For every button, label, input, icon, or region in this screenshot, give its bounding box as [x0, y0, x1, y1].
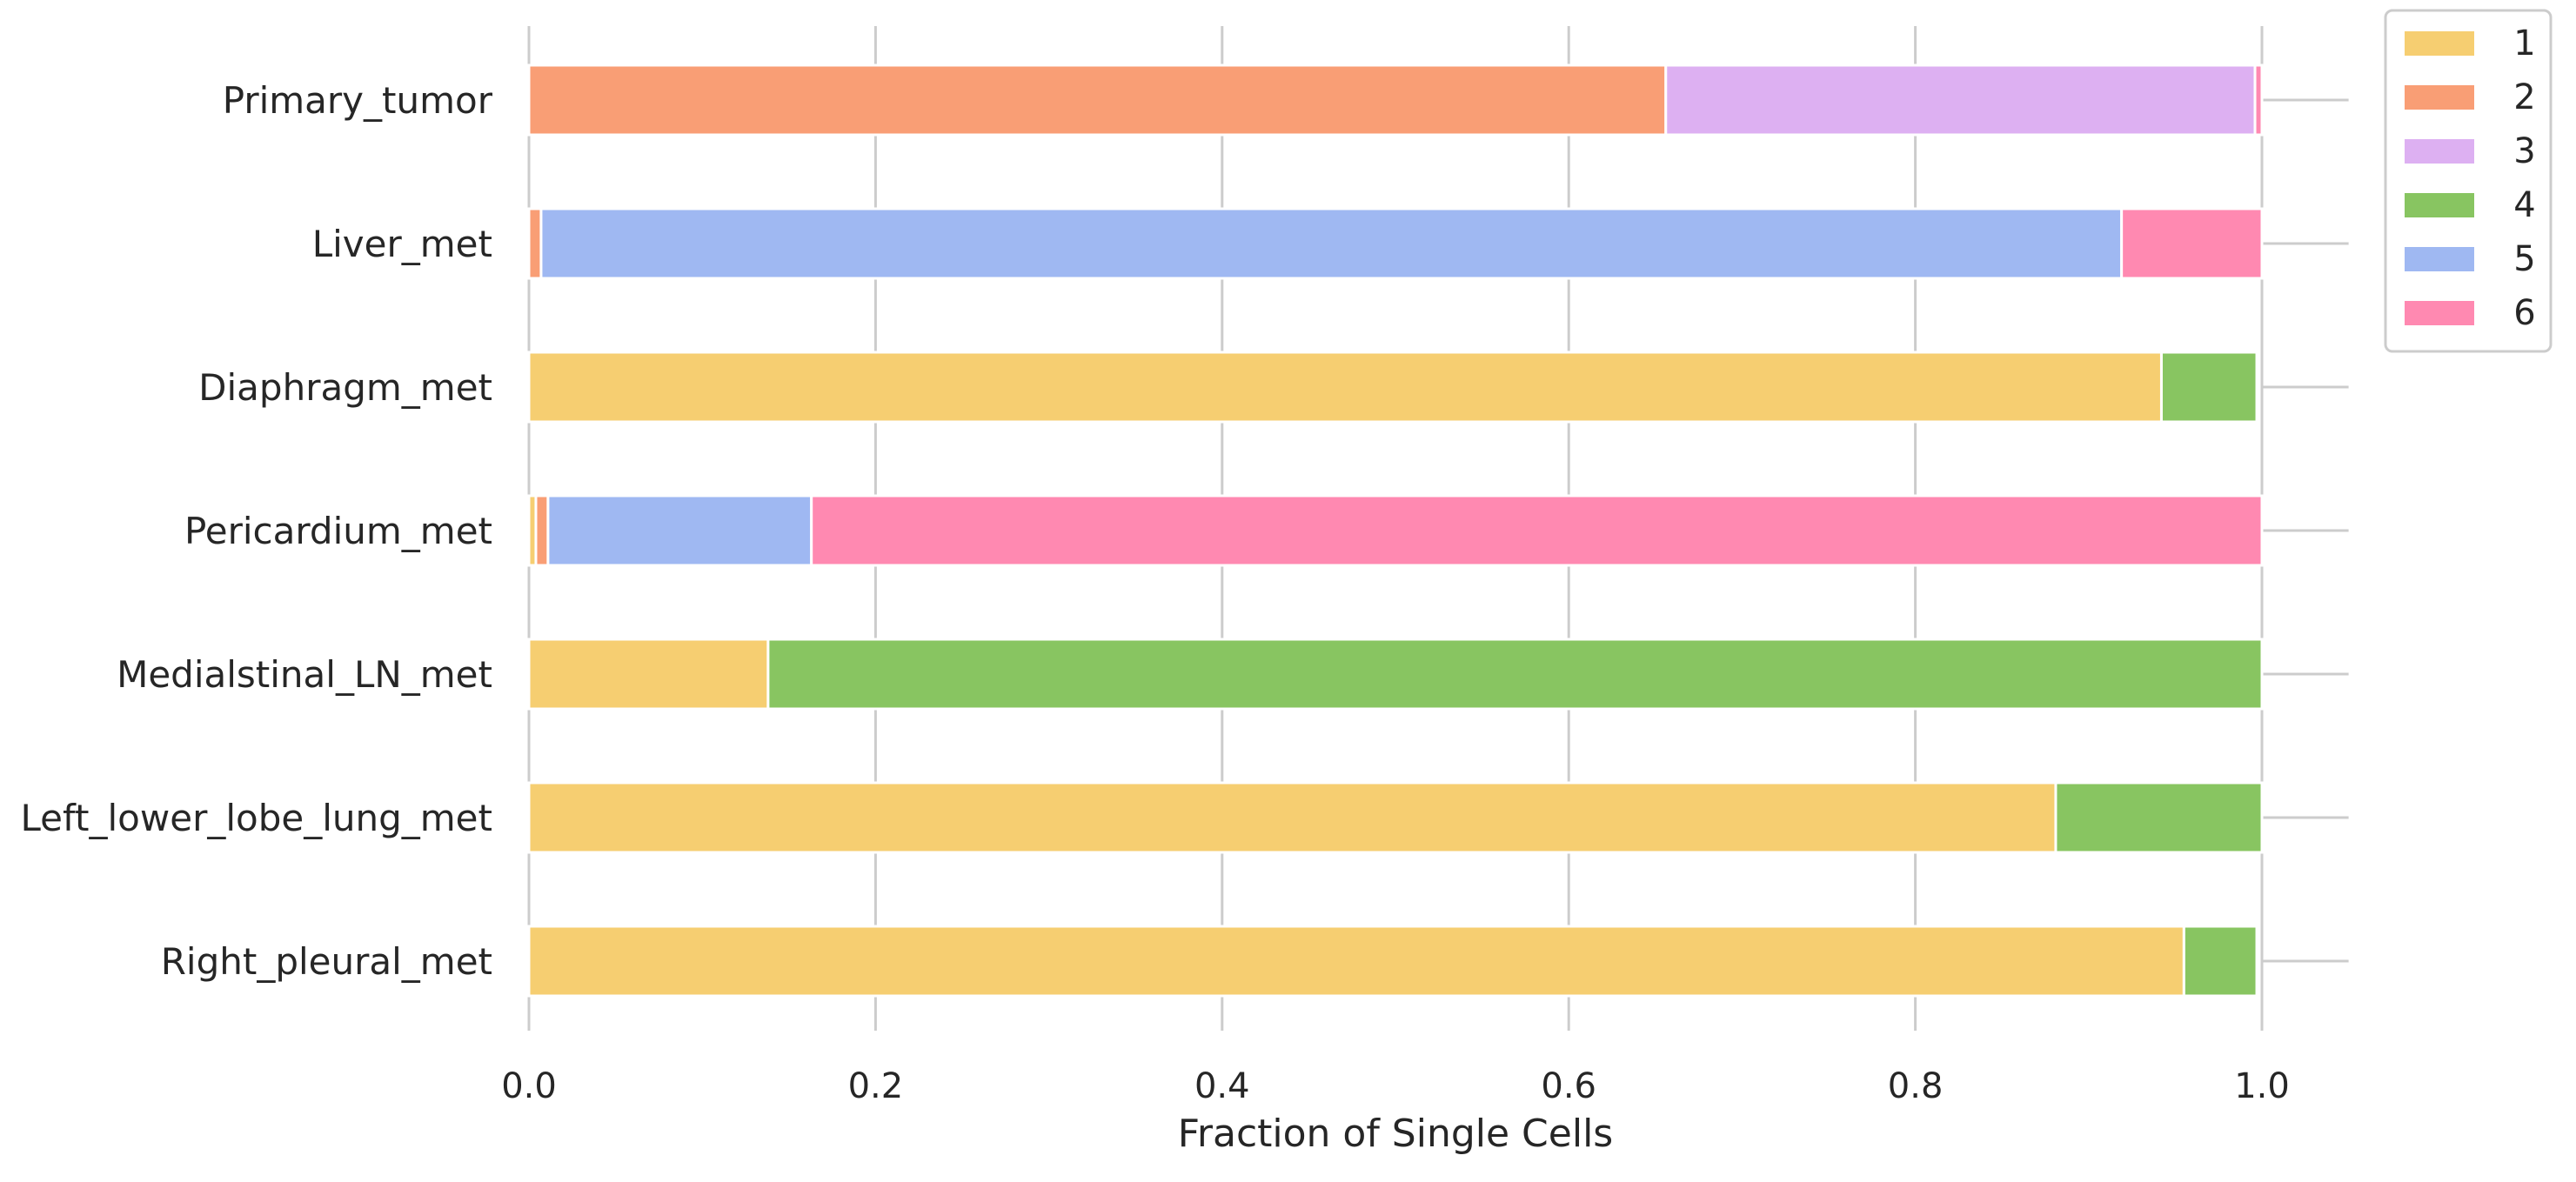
bar-Primary_tumor-series-2: [527, 63, 1668, 137]
category-label: Right_pleural_met: [161, 940, 492, 983]
category-label: Liver_met: [312, 223, 492, 265]
bar-Liver_met-series-2: [527, 207, 543, 280]
x-axis-title: Fraction of Single Cells: [1178, 1112, 1613, 1156]
legend-swatch-5: [2405, 247, 2474, 271]
bar-Left_lower_lobe_lung_met-series-4: [2054, 781, 2264, 854]
category-label: Diaphragm_met: [198, 366, 492, 409]
category-label: Medialstinal_LN_met: [117, 653, 492, 696]
bar-Diaphragm_met-series-1: [527, 351, 2163, 424]
x-tick-labels: 0.0 0.2 0.4 0.6 0.8 1.0: [501, 1066, 2290, 1106]
x-tick-label: 1.0: [2234, 1066, 2290, 1106]
bar-Primary_tumor-series-3: [1664, 63, 2257, 137]
x-tick-label: 0.6: [1541, 1066, 1596, 1106]
bar-Diaphragm_met-series-4: [2159, 351, 2258, 424]
bar-Liver_met-series-5: [539, 207, 2124, 280]
bar-Medialstinal_LN_met-series-4: [766, 638, 2264, 711]
legend-swatch-1: [2405, 31, 2474, 56]
category-label: Pericardium_met: [184, 510, 492, 552]
bar-Left_lower_lobe_lung_met-series-1: [527, 781, 2057, 854]
legend-label: 4: [2513, 185, 2535, 225]
legend: 1 2 3 4 5 6: [2384, 9, 2553, 353]
legend-swatch-3: [2405, 139, 2474, 164]
bar-Pericardium_met-series-6: [810, 494, 2264, 567]
category-labels: Primary_tumor Liver_met Diaphragm_met Peric…: [21, 79, 493, 983]
legend-label: 1: [2513, 23, 2535, 63]
bar-Medialstinal_LN_met-series-1: [527, 638, 770, 711]
legend-label: 5: [2513, 239, 2535, 279]
bars: [527, 63, 2264, 998]
bar-Primary_tumor-series-6: [2253, 63, 2264, 137]
legend-swatch-6: [2405, 301, 2474, 325]
x-tick-label: 0.2: [848, 1066, 904, 1106]
legend-label: 6: [2513, 293, 2535, 333]
legend-swatch-2: [2405, 85, 2474, 110]
bar-Liver_met-series-6: [2120, 207, 2264, 280]
x-tick-label: 0.4: [1194, 1066, 1250, 1106]
legend-label: 3: [2513, 131, 2535, 171]
bar-Pericardium_met-series-2: [534, 494, 550, 567]
legend-label: 2: [2513, 77, 2535, 117]
category-label: Left_lower_lobe_lung_met: [21, 797, 493, 839]
bar-Right_pleural_met-series-4: [2182, 925, 2258, 998]
category-label: Primary_tumor: [223, 79, 493, 122]
bar-Pericardium_met-series-5: [546, 494, 813, 567]
bar-Right_pleural_met-series-1: [527, 925, 2185, 998]
x-tick-label: 0.0: [501, 1066, 557, 1106]
legend-swatch-4: [2405, 193, 2474, 217]
x-tick-label: 0.8: [1888, 1066, 1944, 1106]
